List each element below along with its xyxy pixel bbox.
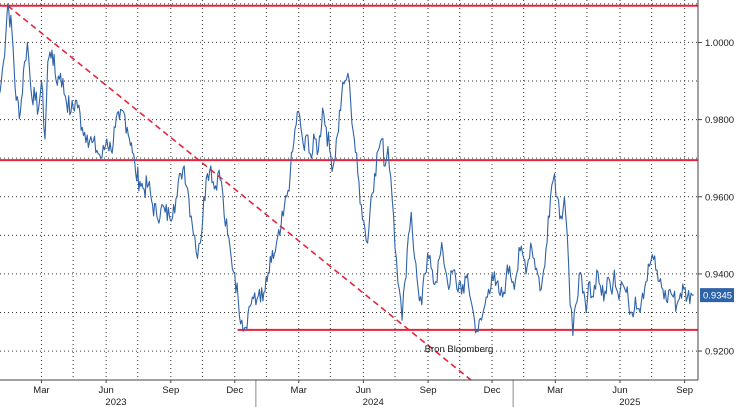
last-price-tag: 0.9345 [700, 288, 734, 303]
horizontal-levels [0, 4, 698, 331]
year-label: 2023 [105, 397, 126, 407]
price-line [0, 3, 694, 337]
last-price-tag-bg [700, 288, 734, 303]
x-tick-label: Mar [33, 385, 49, 396]
x-tick-label: Dec [484, 385, 501, 396]
x-axis-ticks: Mar Jun Sep Dec Mar Jun Sep Dec Mar Jun Sep 2023 202… [33, 380, 693, 407]
x-tick-label: Mar [291, 385, 307, 396]
year-label: 2024 [363, 397, 384, 407]
source-label: Bron Bloomberg [425, 344, 494, 355]
trend-line [7, 5, 472, 381]
trend-line-group [7, 5, 472, 381]
x-tick-label: Jun [98, 385, 113, 396]
y-axis-ticks: 0.9200 0.9400 0.9600 0.9800 1.0000 [698, 38, 734, 358]
y-tick-label: 0.9200 [705, 347, 734, 358]
x-tick-label: Sep [676, 385, 693, 396]
last-price-label: 0.9345 [703, 291, 732, 302]
year-label: 2025 [619, 397, 640, 407]
y-tick-label: 1.0000 [705, 38, 734, 49]
x-tick-label: Mar [547, 385, 563, 396]
chart-grid [0, 0, 698, 380]
x-tick-label: Sep [420, 385, 437, 396]
x-tick-label: Jun [612, 385, 627, 396]
y-tick-label: 0.9800 [705, 115, 734, 126]
y-tick-label: 0.9600 [705, 192, 734, 203]
y-tick-label: 0.9400 [705, 269, 734, 280]
chart-axes [0, 0, 699, 381]
year-dividers [255, 380, 514, 407]
x-tick-label: Sep [162, 385, 179, 396]
x-tick-label: Jun [356, 385, 371, 396]
price-series [0, 3, 694, 337]
x-tick-label: Dec [226, 385, 243, 396]
